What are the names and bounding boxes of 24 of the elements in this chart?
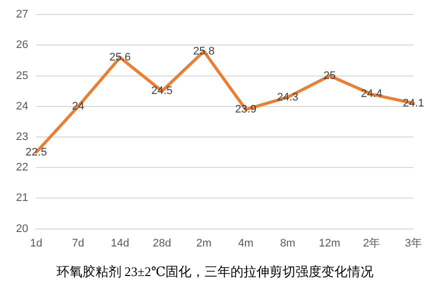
x-tick-label: 2m	[196, 237, 212, 250]
y-tick-label: 20	[16, 222, 28, 235]
x-tick-label: 7d	[72, 237, 84, 250]
data-label: 24.5	[151, 85, 173, 98]
text: 环氧胶粘剂 23±2℃固化，三年的拉伸剪切强度变化情况	[55, 263, 375, 281]
y-tick-label: 25	[16, 70, 28, 82]
x-tick-label: 2年	[362, 237, 380, 250]
data-label: 25.6	[109, 51, 131, 64]
y-tick-label: 21	[16, 192, 28, 204]
data-label: 22.5	[26, 146, 47, 158]
x-tick-label: 3年	[404, 237, 422, 250]
x-tick-label: 12m	[318, 237, 340, 250]
data-label: 25.8	[193, 45, 215, 58]
x-tick-label: 1d	[30, 237, 42, 250]
y-tick-label: 24	[16, 100, 28, 112]
y-tick-label: 23	[16, 131, 28, 144]
y-tick-label: 27	[16, 8, 28, 21]
x-tick-label: 28d	[152, 237, 172, 250]
x-tick-label: 14d	[110, 237, 130, 250]
data-label: 24.1	[402, 97, 424, 110]
y-tick-label: 22	[16, 162, 28, 174]
x-tick-label: 4m	[238, 237, 254, 250]
y-tick-label: 26	[16, 39, 28, 52]
x-tick-label: 8m	[280, 237, 296, 250]
